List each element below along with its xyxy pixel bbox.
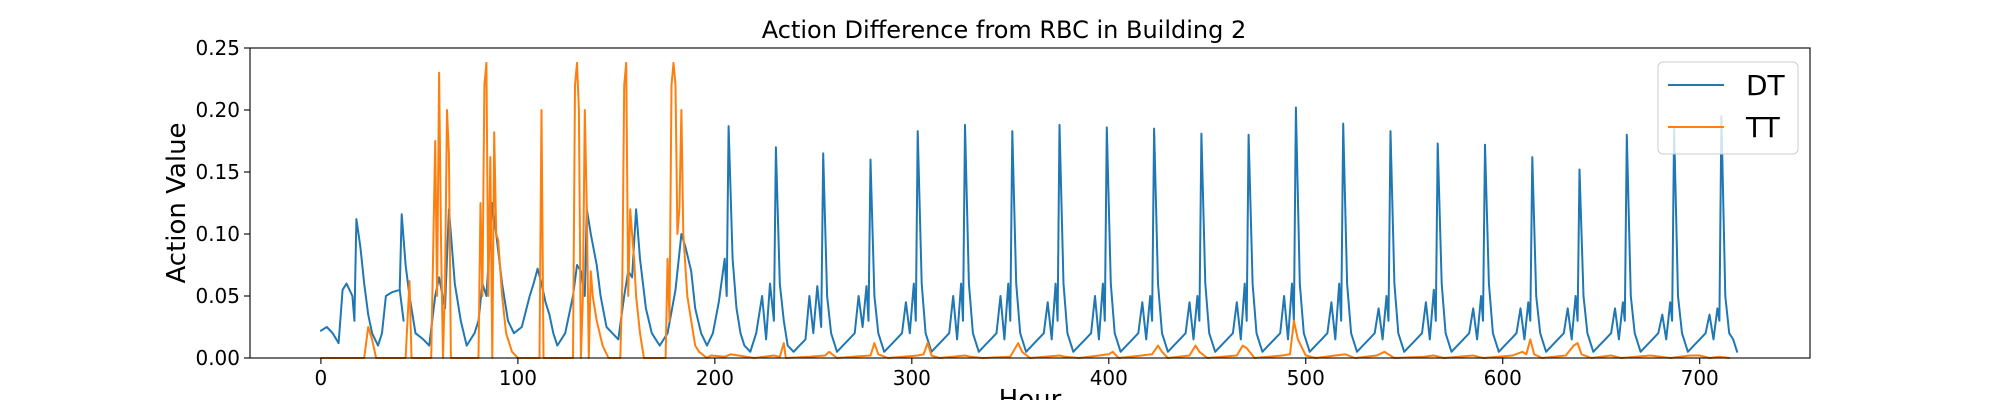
x-tick-label: 400 (1090, 366, 1128, 390)
x-axis-label: Hour (999, 385, 1062, 400)
y-axis-label: Action Value (162, 122, 192, 283)
plot-area (249, 47, 1811, 359)
y-tick-label: 0.15 (195, 160, 240, 184)
y-tick-label: 0.10 (195, 222, 240, 246)
x-tick-label: 500 (1287, 366, 1325, 390)
axes-frame (249, 47, 1811, 359)
y-tick-label: 0.20 (195, 98, 240, 122)
series-line-tt (319, 61, 1731, 359)
legend: DT TT (1657, 61, 1799, 155)
x-tick-label: 0 (315, 366, 328, 390)
x-tick-label: 200 (696, 366, 734, 390)
x-tick-label: 600 (1484, 366, 1522, 390)
chart-title: Action Difference from RBC in Building 2 (762, 16, 1247, 44)
series-lines (319, 61, 1739, 359)
y-tick-label: 0.25 (195, 36, 240, 60)
series-line-dt (319, 106, 1739, 353)
y-tick-label: 0.00 (195, 346, 240, 370)
x-tick-label: 100 (499, 366, 537, 390)
x-tick-label: 700 (1681, 366, 1719, 390)
legend-label-tt: TT (1745, 111, 1781, 144)
x-tick-label: 300 (893, 366, 931, 390)
y-tick-label: 0.05 (195, 284, 240, 308)
y-axis-ticks: 0.00 0.05 0.10 0.15 0.20 0.25 (195, 36, 250, 370)
legend-label-dt: DT (1746, 69, 1786, 102)
x-axis-ticks: 0 100 200 300 400 500 600 700 (315, 358, 1719, 390)
